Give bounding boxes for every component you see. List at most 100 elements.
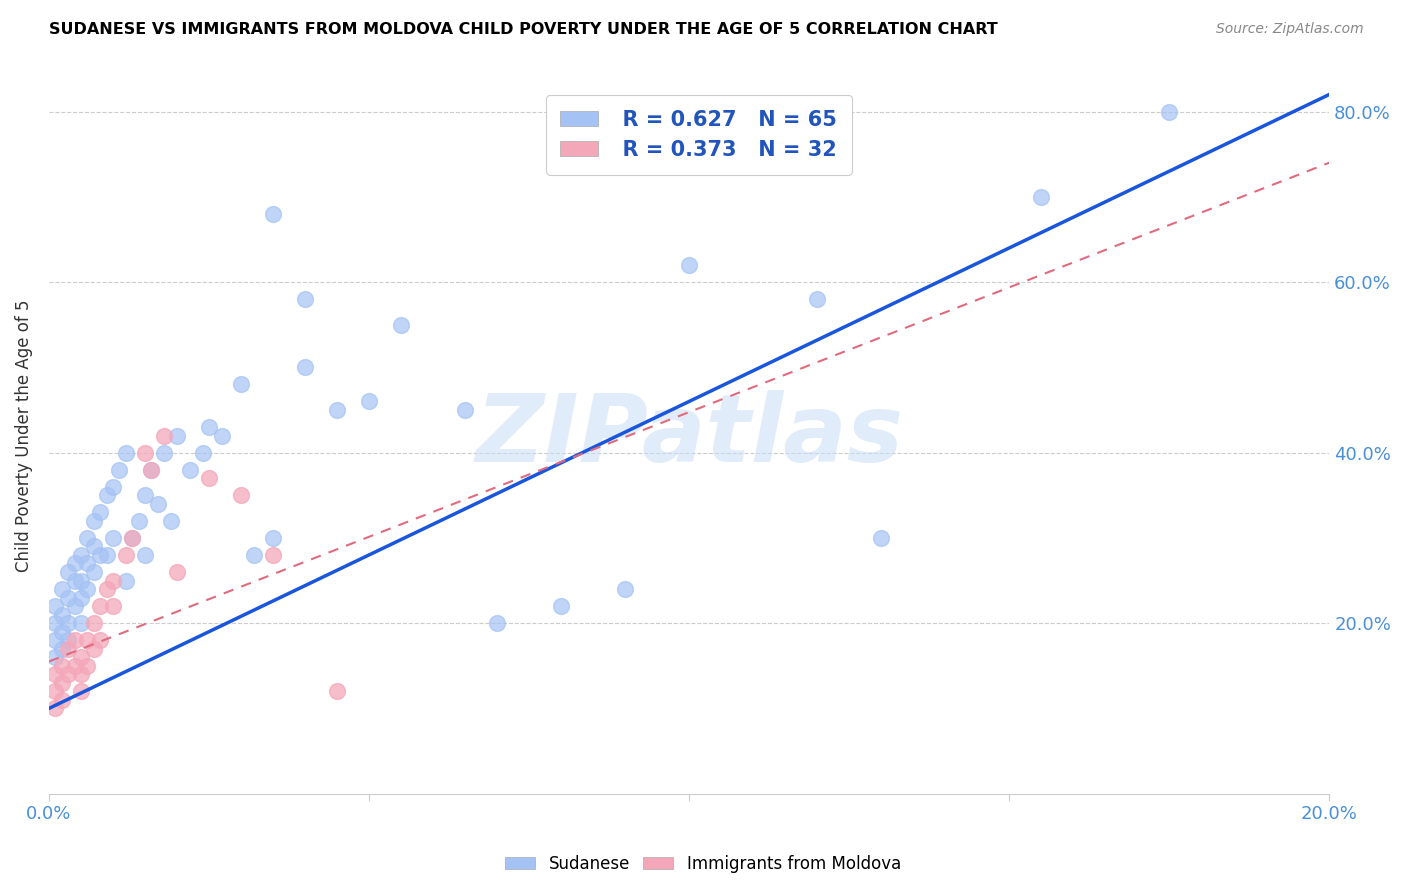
Legend: Sudanese, Immigrants from Moldova: Sudanese, Immigrants from Moldova: [499, 848, 907, 880]
Point: [179, 463, 201, 477]
Point: [326, 403, 349, 417]
Point: [63, 599, 86, 613]
Point: [56, 633, 79, 648]
Point: [83, 565, 105, 579]
Point: [96, 582, 118, 596]
Point: [121, 531, 143, 545]
Point: [114, 445, 136, 459]
Point: [89, 599, 111, 613]
Point: [141, 463, 163, 477]
Point: [44, 616, 66, 631]
Point: [108, 463, 131, 477]
Point: [114, 548, 136, 562]
Y-axis label: Child Poverty Under the Age of 5: Child Poverty Under the Age of 5: [15, 300, 32, 572]
Point: [153, 445, 176, 459]
Point: [63, 658, 86, 673]
Point: [63, 633, 86, 648]
Point: [141, 463, 163, 477]
Point: [70, 574, 93, 588]
Point: [326, 684, 349, 698]
Point: [83, 514, 105, 528]
Point: [146, 497, 169, 511]
Point: [51, 582, 73, 596]
Point: [101, 480, 124, 494]
Point: [678, 258, 700, 272]
Point: [51, 624, 73, 639]
Point: [806, 292, 828, 306]
Point: [262, 207, 284, 221]
Point: [51, 658, 73, 673]
Point: [101, 531, 124, 545]
Point: [166, 428, 188, 442]
Point: [89, 633, 111, 648]
Point: [44, 701, 66, 715]
Point: [44, 633, 66, 648]
Text: ZIPatlas: ZIPatlas: [475, 390, 903, 482]
Point: [262, 531, 284, 545]
Point: [211, 428, 233, 442]
Point: [134, 548, 156, 562]
Point: [614, 582, 637, 596]
Point: [229, 488, 252, 502]
Point: [51, 641, 73, 656]
Point: [51, 693, 73, 707]
Point: [56, 667, 79, 681]
Point: [70, 684, 93, 698]
Text: Source: ZipAtlas.com: Source: ZipAtlas.com: [1216, 22, 1364, 37]
Point: [63, 574, 86, 588]
Point: [1031, 190, 1053, 204]
Point: [166, 565, 188, 579]
Point: [70, 616, 93, 631]
Point: [101, 574, 124, 588]
Point: [101, 599, 124, 613]
Point: [44, 667, 66, 681]
Point: [191, 445, 214, 459]
Point: [229, 377, 252, 392]
Point: [83, 616, 105, 631]
Point: [70, 591, 93, 605]
Point: [89, 548, 111, 562]
Point: [56, 565, 79, 579]
Point: [114, 574, 136, 588]
Point: [56, 616, 79, 631]
Point: [96, 548, 118, 562]
Point: [44, 684, 66, 698]
Point: [262, 548, 284, 562]
Text: SUDANESE VS IMMIGRANTS FROM MOLDOVA CHILD POVERTY UNDER THE AGE OF 5 CORRELATION: SUDANESE VS IMMIGRANTS FROM MOLDOVA CHIL…: [49, 22, 998, 37]
Point: [51, 607, 73, 622]
Point: [128, 514, 150, 528]
Point: [76, 633, 98, 648]
Point: [243, 548, 266, 562]
Point: [96, 488, 118, 502]
Point: [159, 514, 181, 528]
Point: [870, 531, 893, 545]
Point: [134, 488, 156, 502]
Point: [44, 599, 66, 613]
Point: [76, 658, 98, 673]
Point: [83, 641, 105, 656]
Point: [357, 394, 380, 409]
Point: [51, 676, 73, 690]
Point: [121, 531, 143, 545]
Point: [454, 403, 477, 417]
Point: [63, 557, 86, 571]
Point: [294, 292, 316, 306]
Point: [70, 548, 93, 562]
Point: [486, 616, 509, 631]
Point: [76, 557, 98, 571]
Point: [198, 420, 221, 434]
Point: [1159, 104, 1181, 119]
Point: [389, 318, 412, 332]
Point: [70, 650, 93, 665]
Point: [153, 428, 176, 442]
Point: [56, 591, 79, 605]
Point: [76, 582, 98, 596]
Point: [89, 505, 111, 519]
Point: [83, 540, 105, 554]
Point: [198, 471, 221, 485]
Point: [44, 650, 66, 665]
Point: [56, 641, 79, 656]
Legend:   R = 0.627   N = 65,   R = 0.373   N = 32: R = 0.627 N = 65, R = 0.373 N = 32: [546, 95, 852, 175]
Point: [294, 360, 316, 375]
Point: [134, 445, 156, 459]
